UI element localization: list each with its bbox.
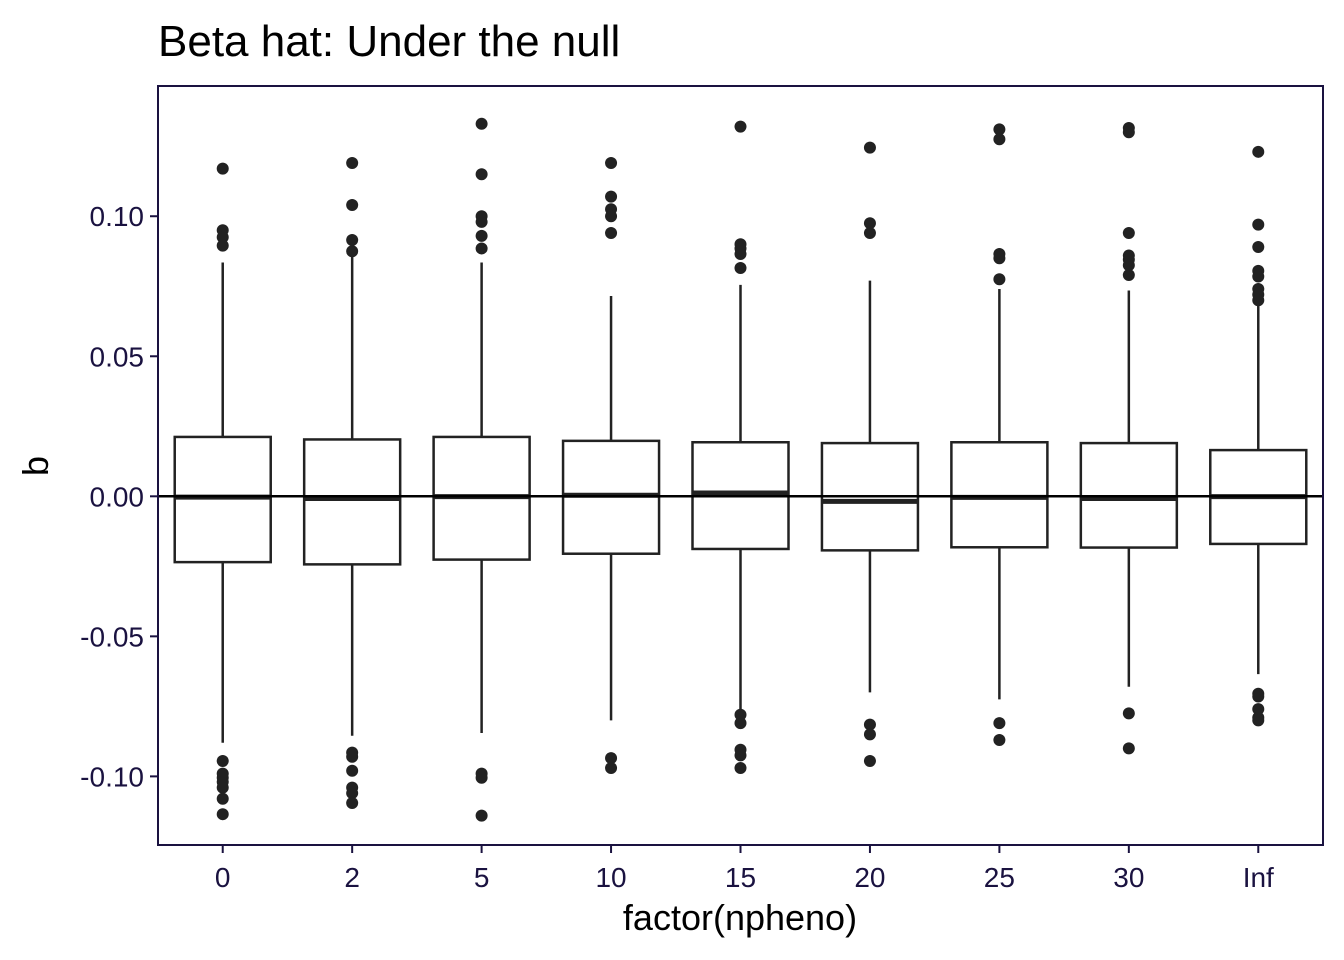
outlier-point: [1122, 742, 1135, 755]
outlier-point: [475, 809, 488, 822]
box-group-25: [950, 123, 1049, 746]
outlier-point: [734, 749, 747, 762]
box-group-30: [1079, 122, 1179, 755]
outlier-point: [1252, 218, 1265, 231]
outlier-point: [993, 252, 1006, 265]
y-axis: -0.10 -0.05 0.00 0.05 0.10: [80, 201, 158, 792]
plot-panel-border: [157, 85, 1324, 846]
x-tick-label: Inf: [1243, 862, 1274, 893]
outlier-point: [1122, 707, 1135, 720]
outlier-point: [346, 245, 359, 258]
outlier-point: [1122, 269, 1135, 282]
outlier-point: [605, 157, 618, 170]
outlier-point: [993, 133, 1006, 146]
outlier-point: [346, 796, 359, 809]
outlier-point: [346, 787, 359, 800]
outlier-point: [1252, 714, 1265, 727]
outlier-point: [605, 210, 618, 223]
y-axis-title: b: [15, 456, 56, 476]
outlier-point: [1252, 145, 1265, 158]
box-series: [173, 117, 1308, 822]
outlier-point: [863, 718, 876, 731]
outlier-point: [475, 215, 488, 228]
outlier-point: [1122, 126, 1135, 139]
outlier-point: [993, 273, 1006, 286]
y-tick-label: 0.00: [90, 481, 145, 512]
outlier-point: [863, 141, 876, 154]
x-axis-title: factor(npheno): [623, 897, 857, 938]
y-tick-label: -0.05: [80, 621, 144, 652]
x-tick-label: 2: [344, 862, 360, 893]
outlier-point: [346, 234, 359, 247]
outlier-point: [346, 157, 359, 170]
outlier-point: [605, 752, 618, 765]
box-group-2: [302, 157, 402, 809]
x-tick-label: 10: [595, 862, 626, 893]
outlier-point: [216, 231, 229, 244]
outlier-point: [605, 761, 618, 774]
x-tick-label: 0: [215, 862, 231, 893]
outlier-point: [1252, 294, 1265, 307]
box-group-0: [173, 162, 272, 821]
chart-title: Beta hat: Under the null: [158, 17, 620, 66]
outlier-point: [734, 761, 747, 774]
outlier-point: [734, 248, 747, 261]
outlier-point: [993, 123, 1006, 136]
y-tick-label: -0.10: [80, 761, 144, 792]
outlier-point: [993, 717, 1006, 730]
x-axis: 0 2 5 10 15 20 25 30 Inf: [215, 845, 1274, 893]
x-tick-label: 25: [984, 862, 1015, 893]
outlier-point: [216, 754, 229, 767]
box-group-Inf: [1209, 145, 1308, 727]
outlier-point: [216, 239, 229, 252]
outlier-point: [216, 808, 229, 821]
x-tick-label: 15: [725, 862, 756, 893]
outlier-point: [216, 792, 229, 805]
outlier-point: [1252, 703, 1265, 716]
outlier-point: [475, 242, 488, 255]
outlier-point: [863, 227, 876, 240]
outlier-point: [216, 162, 229, 175]
outlier-point: [863, 728, 876, 741]
x-tick-label: 20: [854, 862, 885, 893]
x-tick-label: 30: [1113, 862, 1144, 893]
box-group-10: [561, 157, 661, 774]
outlier-point: [863, 754, 876, 767]
x-tick-label: 5: [474, 862, 490, 893]
outlier-point: [346, 199, 359, 212]
outlier-point: [605, 227, 618, 240]
outlier-point: [475, 168, 488, 181]
outlier-point: [216, 781, 229, 794]
outlier-point: [993, 733, 1006, 746]
outlier-point: [605, 190, 618, 203]
outlier-point: [863, 217, 876, 230]
box-group-20: [820, 141, 920, 767]
y-tick-label: 0.10: [90, 201, 145, 232]
outlier-point: [475, 117, 488, 130]
outlier-point: [346, 764, 359, 777]
box-iqr: [950, 441, 1049, 549]
outlier-point: [346, 750, 359, 763]
outlier-point: [1252, 270, 1265, 283]
outlier-point: [1252, 690, 1265, 703]
outlier-point: [734, 717, 747, 730]
outlier-point: [1122, 227, 1135, 240]
box-group-15: [691, 120, 790, 774]
box-iqr: [302, 438, 402, 566]
outlier-point: [1252, 241, 1265, 254]
outlier-point: [475, 229, 488, 242]
outlier-point: [1122, 259, 1135, 272]
outlier-point: [734, 120, 747, 133]
outlier-point: [734, 708, 747, 721]
outlier-point: [475, 771, 488, 784]
outlier-point: [734, 262, 747, 275]
box-group-5: [432, 117, 531, 822]
y-tick-label: 0.05: [90, 341, 145, 372]
